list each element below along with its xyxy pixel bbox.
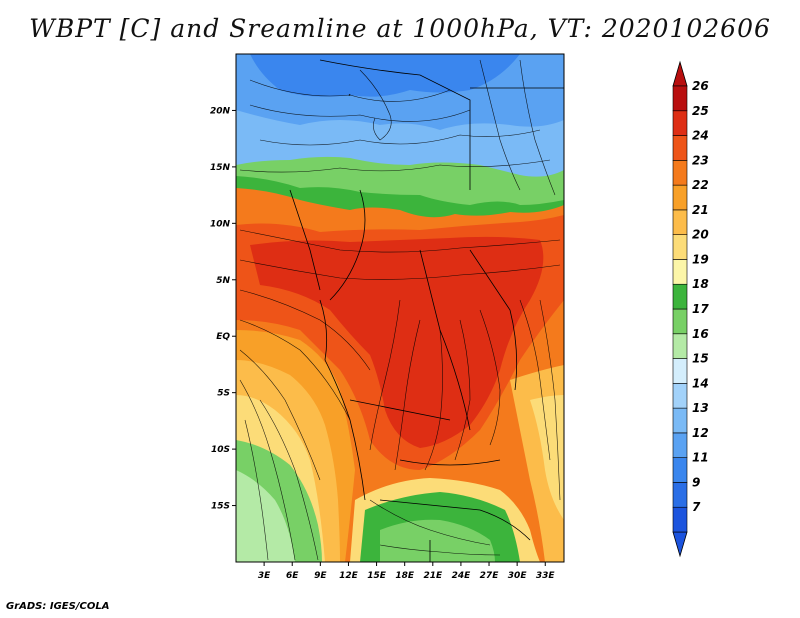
lon-tick-label: 15E: [367, 571, 387, 581]
colorbar-swatch: [672, 135, 688, 161]
colorbar-label: 7: [692, 500, 701, 514]
lon-tick-label: 9E: [314, 571, 327, 581]
colorbar-swatch: [672, 85, 688, 112]
colorbar-label: 18: [692, 277, 709, 291]
colorbar-label: 15: [692, 352, 709, 366]
colorbar-swatch: [672, 432, 688, 458]
longitude-axis: 3E 6E 9E 12E 15E 18E 21E 24E 27E 30E 33E: [258, 562, 556, 581]
colorbar-label: 24: [692, 129, 709, 143]
lat-tick-label: 15N: [210, 163, 231, 173]
colorbar-swatch: [672, 308, 688, 335]
colorbar-swatch: [672, 209, 688, 235]
colorbar-label: 21: [692, 203, 709, 217]
colorbar-swatch: [672, 333, 688, 359]
latitude-axis: 20N 15N 10N 5N EQ 5S 10S 15S: [210, 106, 236, 512]
lat-tick-label: 10S: [211, 445, 230, 455]
lon-tick-label: 24E: [452, 571, 472, 581]
lat-tick-label: EQ: [216, 332, 230, 342]
colorbar-high-arrow: [672, 60, 688, 87]
colorbar-swatch: [672, 184, 688, 211]
colorbar-label: 22: [692, 178, 709, 192]
colorbar-swatch: [672, 160, 688, 186]
colorbar-swatch: [672, 407, 688, 434]
lon-tick-label: 30E: [508, 571, 528, 581]
colorbar-swatch: [672, 482, 688, 508]
lon-tick-label: 6E: [286, 571, 299, 581]
lat-tick-label: 15S: [211, 502, 230, 512]
colorbar-swatch: [672, 110, 688, 136]
colorbar-low-arrow: [672, 531, 688, 558]
wbpt-field: [236, 54, 564, 562]
colorbar-label: 11: [692, 451, 709, 465]
colorbar-swatch: [672, 234, 688, 260]
colorbar-label: 12: [692, 426, 709, 440]
colorbar-swatch: [672, 506, 688, 533]
streamlines: [239, 59, 561, 561]
colorbar-label: 13: [692, 401, 709, 415]
colorbar-label: 23: [692, 153, 709, 167]
colorbar-swatch: [672, 457, 688, 483]
colorbar-label: 16: [692, 327, 709, 341]
colorbar-label: 17: [692, 302, 709, 316]
colorbar-label: 20: [692, 228, 709, 242]
colorbar-label: 26: [692, 79, 709, 93]
colorbar-label: 25: [692, 104, 709, 118]
map-plot-area: [236, 54, 564, 562]
lon-tick-label: 3E: [258, 571, 271, 581]
lat-tick-label: 5S: [217, 389, 230, 399]
colorbar-swatch: [672, 283, 688, 310]
lon-tick-label: 33E: [536, 571, 556, 581]
colorbar-label: 9: [692, 475, 700, 489]
colorbar-swatch: [672, 383, 688, 409]
map-frame: [235, 53, 565, 563]
colorbar-swatch: [672, 358, 688, 384]
lat-tick-label: 20N: [210, 106, 231, 116]
grads-credit: GrADS: IGES/COLA: [6, 601, 110, 612]
colorbar-swatch: [672, 259, 688, 285]
lon-tick-label: 18E: [395, 571, 415, 581]
colorbar: 7 9 11 12 13 14 15 16 17 18 19 20 21 22 23 24 25 26: [672, 60, 709, 558]
country-borders: [289, 59, 564, 562]
lon-tick-label: 27E: [480, 571, 500, 581]
colorbar-label: 19: [692, 252, 709, 266]
lat-tick-label: 5N: [216, 276, 230, 286]
colorbar-label: 14: [692, 376, 709, 390]
lat-tick-label: 10N: [210, 219, 231, 229]
lon-tick-label: 12E: [339, 571, 359, 581]
chart-title: WBPT [C] and Sreamline at 1000hPa, VT: 2…: [29, 14, 771, 43]
lon-tick-label: 21E: [423, 571, 443, 581]
